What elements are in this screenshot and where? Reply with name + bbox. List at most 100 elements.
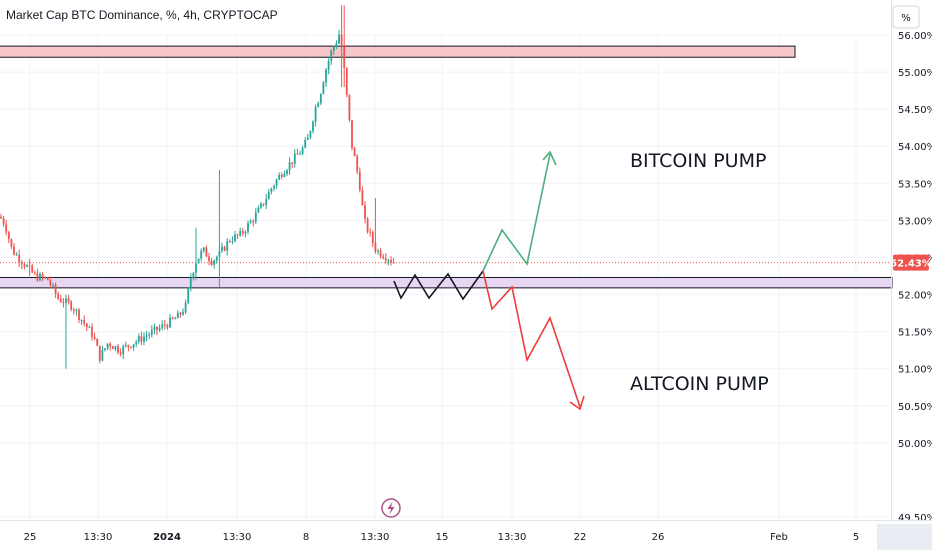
time-tick-label: 8	[303, 532, 309, 543]
last-price-marker: 52.43%	[890, 254, 932, 271]
unit-button-label: %	[901, 13, 911, 24]
candle-body	[197, 258, 200, 264]
candle-body	[270, 188, 273, 192]
candle-body	[364, 205, 366, 219]
candle-body	[267, 191, 270, 200]
candle-body	[257, 207, 260, 213]
candle-body	[36, 273, 39, 281]
candle-body	[335, 43, 338, 47]
candle-body	[2, 218, 5, 225]
candle-body	[314, 107, 317, 122]
candle-body	[262, 203, 265, 205]
price-tick-label: 51.50%	[898, 328, 932, 339]
candle-body	[309, 130, 312, 138]
candle-body	[7, 232, 10, 239]
bitcoin-pump-path	[482, 153, 551, 272]
candle-body	[127, 344, 130, 347]
candle-body	[231, 241, 234, 243]
time-tick-label: Feb	[770, 532, 788, 543]
candle-body	[356, 156, 359, 172]
drawings: BITCOIN PUMP ALTCOIN PUMP	[393, 150, 769, 411]
candle-body	[153, 326, 156, 330]
candle-body	[75, 309, 78, 311]
candle-body	[254, 212, 257, 222]
candle-body	[351, 119, 353, 149]
time-axis-corner	[877, 524, 932, 550]
altcoin-pump-arrowhead	[569, 395, 585, 411]
time-tick-label: 2024	[153, 532, 181, 543]
candle-body	[213, 260, 216, 265]
candle-body	[234, 234, 236, 242]
candle-body	[304, 140, 307, 148]
candle-body	[223, 246, 226, 251]
candle-body	[59, 298, 62, 303]
candle-body	[208, 256, 210, 261]
unit-button[interactable]	[892, 5, 920, 29]
time-axis[interactable]: 25 13:30 2024 13:30 8 13:30 15 13:30 22 26 Feb 5	[24, 532, 860, 543]
candle-body	[338, 34, 340, 44]
candle-body	[169, 317, 171, 328]
candle-body	[332, 46, 335, 51]
candle-body	[330, 50, 333, 61]
lightning-bolt-icon[interactable]	[381, 498, 401, 518]
candle-body	[28, 265, 31, 267]
resistance-zone	[0, 45, 796, 58]
candle-body	[140, 336, 143, 342]
candle-body	[44, 277, 47, 279]
candle-body	[174, 318, 177, 320]
candle-body	[0, 216, 2, 219]
candle-body	[192, 272, 195, 278]
candle-body	[57, 293, 60, 299]
candle-body	[260, 203, 262, 208]
price-tick-label: 53.00%	[898, 216, 932, 227]
candle-body	[137, 336, 140, 342]
candle-body	[187, 288, 190, 303]
time-tick-label: 13:30	[84, 532, 113, 543]
time-tick-label: 5	[853, 532, 859, 543]
candle-body	[325, 69, 327, 83]
price-tick-label: 51.00%	[898, 365, 932, 376]
candle-body	[83, 319, 86, 324]
candle-body	[176, 312, 179, 319]
candle-body	[91, 326, 93, 338]
candle-body	[382, 256, 385, 259]
candle-body	[265, 199, 268, 205]
candle-body	[80, 319, 83, 321]
consolidation-zigzag	[393, 270, 484, 301]
candle-body	[5, 224, 8, 233]
candle-body	[288, 162, 291, 171]
candle-body	[20, 262, 23, 265]
candle-body	[228, 241, 231, 243]
candle-body	[215, 256, 218, 261]
candle-body	[195, 263, 197, 273]
candle-body	[135, 341, 138, 345]
candle-body	[39, 274, 41, 281]
candle-body	[122, 346, 125, 355]
candle-body	[390, 260, 392, 263]
candle-body	[18, 254, 21, 263]
candle-body	[54, 284, 57, 294]
candle-body	[371, 232, 374, 243]
candle-body	[98, 345, 101, 361]
candle-body	[273, 185, 275, 189]
candle-body	[130, 346, 132, 348]
time-tick-label: 13:30	[361, 532, 390, 543]
candle-body	[286, 170, 288, 174]
candle-body	[117, 346, 119, 353]
candle-body	[15, 254, 18, 256]
candle-body	[119, 352, 122, 355]
candle-body	[226, 241, 229, 251]
price-tick-label: 54.50%	[898, 105, 932, 116]
candle-body	[70, 301, 73, 310]
candle-body	[67, 298, 70, 302]
candle-body	[78, 309, 80, 321]
price-tick-label: 53.50%	[898, 179, 932, 190]
candle-body	[49, 280, 52, 285]
candle-body	[156, 326, 158, 331]
candle-body	[358, 171, 361, 191]
candle-body	[171, 317, 174, 319]
candle-body	[369, 231, 372, 233]
candle-body	[387, 260, 390, 262]
